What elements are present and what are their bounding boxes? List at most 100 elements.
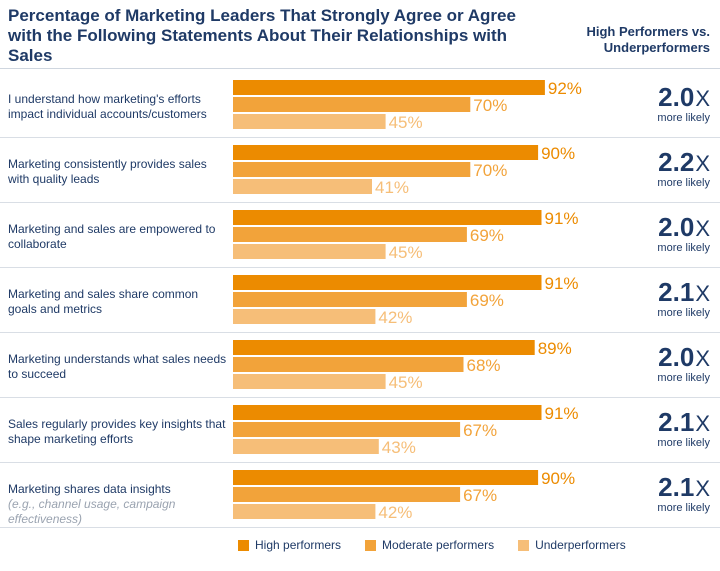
statement-label: Marketing and sales share common goals a… — [8, 287, 228, 317]
statement-text: Marketing understands what sales needs t… — [8, 352, 227, 381]
data-label-under: 41% — [375, 178, 409, 197]
ratio-value: 2.2 — [658, 147, 695, 177]
ratio-value: 2.1 — [658, 472, 695, 502]
ratio-block: 2.1X more likely — [620, 408, 710, 449]
ratio-block: 2.1X more likely — [620, 473, 710, 514]
ratio-suffix: X — [695, 476, 710, 501]
data-label-moderate: 67% — [463, 421, 497, 440]
statement-text: Marketing shares data insights — [8, 482, 171, 496]
ratio-suffix: X — [695, 411, 710, 436]
ratio-block: 2.0X more likely — [620, 213, 710, 254]
chart-row: Marketing consistently provides sales wi… — [0, 142, 720, 206]
ratio-suffix: X — [695, 151, 710, 176]
bar-group: 91% 67% 43% — [233, 404, 579, 457]
bar-high — [233, 210, 542, 225]
data-label-under: 45% — [389, 373, 423, 392]
statement-text: Marketing and sales share common goals a… — [8, 287, 199, 316]
bar-group: 90% 70% 41% — [233, 144, 575, 197]
statement-label: Marketing and sales are empowered to col… — [8, 222, 228, 252]
statement-text: Marketing and sales are empowered to col… — [8, 222, 216, 251]
legend-item-moderate: Moderate performers — [365, 538, 494, 552]
row-divider — [0, 397, 720, 398]
bar-under — [233, 309, 376, 324]
ratio-caption: more likely — [657, 502, 710, 514]
bar-group: 91% 69% 42% — [233, 274, 579, 327]
data-label-moderate: 70% — [473, 96, 507, 115]
bar-group: 90% 67% 42% — [233, 469, 575, 522]
row-divider — [0, 202, 720, 203]
bar-high — [233, 470, 539, 485]
ratio-suffix: X — [695, 346, 710, 371]
chart-row: Marketing understands what sales needs t… — [0, 337, 720, 401]
data-label-high: 91% — [545, 209, 579, 228]
statement-label: Marketing consistently provides sales wi… — [8, 157, 228, 187]
ratio-caption: more likely — [657, 372, 710, 384]
ratio-caption: more likely — [657, 112, 710, 124]
ratio-block: 2.1X more likely — [620, 278, 710, 319]
data-label-high: 89% — [538, 339, 572, 358]
statement-subtext: (e.g., channel usage, campaign effective… — [8, 497, 176, 526]
ratio-value: 2.0 — [658, 342, 695, 372]
ratio-block: 2.0X more likely — [620, 343, 710, 384]
ratio-column-header: High Performers vs. Underperformers — [586, 24, 710, 55]
chart-row: Marketing and sales share common goals a… — [0, 272, 720, 336]
bar-moderate — [233, 162, 471, 177]
bar-under — [233, 244, 386, 259]
data-label-moderate: 67% — [463, 486, 497, 505]
bar-high — [233, 405, 542, 420]
ratio-caption: more likely — [657, 177, 710, 189]
data-label-under: 45% — [389, 113, 423, 132]
bar-high — [233, 340, 535, 355]
statement-label: Sales regularly provides key insights th… — [8, 417, 228, 447]
row-divider — [0, 332, 720, 333]
data-label-high: 90% — [541, 469, 575, 488]
legend: High performers Moderate performers Unde… — [238, 537, 650, 553]
data-label-high: 91% — [545, 404, 579, 423]
ratio-value: 2.0 — [658, 212, 695, 242]
data-label-under: 42% — [378, 503, 412, 522]
legend-label-high: High performers — [255, 538, 342, 552]
chart-row: I understand how marketing's efforts imp… — [0, 77, 720, 141]
chart-row: Sales regularly provides key insights th… — [0, 402, 720, 466]
row-divider — [0, 267, 720, 268]
row-divider — [0, 462, 720, 463]
bar-high — [233, 145, 539, 160]
ratio-value: 2.1 — [658, 407, 695, 437]
bar-moderate — [233, 227, 467, 242]
header-divider — [0, 68, 720, 69]
bar-moderate — [233, 487, 461, 502]
legend-item-under: Underperformers — [518, 538, 626, 552]
data-label-high: 92% — [548, 79, 582, 98]
data-label-moderate: 69% — [470, 291, 504, 310]
ratio-value: 2.0 — [658, 82, 695, 112]
row-divider — [0, 137, 720, 138]
legend-swatch-under — [518, 539, 530, 551]
statement-label: Marketing understands what sales needs t… — [8, 352, 228, 382]
data-label-high: 91% — [545, 274, 579, 293]
chart-row: Marketing shares data insights (e.g., cha… — [0, 467, 720, 531]
legend-label-under: Underperformers — [535, 538, 626, 552]
ratio-caption: more likely — [657, 307, 710, 319]
bar-under — [233, 439, 379, 454]
ratio-suffix: X — [695, 86, 710, 111]
bar-under — [233, 179, 372, 194]
ratio-caption: more likely — [657, 242, 710, 254]
statement-label: I understand how marketing's efforts imp… — [8, 92, 228, 122]
ratio-block: 2.0X more likely — [620, 83, 710, 124]
legend-item-high: High performers — [238, 538, 341, 552]
bar-under — [233, 504, 376, 519]
data-label-under: 45% — [389, 243, 423, 262]
statement-text: Marketing consistently provides sales wi… — [8, 157, 207, 186]
legend-swatch-high — [238, 539, 249, 551]
data-label-moderate: 69% — [470, 226, 504, 245]
chart-row: Marketing and sales are empowered to col… — [0, 207, 720, 271]
ratio-block: 2.2X more likely — [620, 148, 710, 189]
data-label-moderate: 70% — [473, 161, 507, 180]
bar-under — [233, 114, 386, 129]
data-label-moderate: 68% — [467, 356, 501, 375]
ratio-suffix: X — [695, 281, 710, 306]
bar-high — [233, 275, 542, 290]
bar-moderate — [233, 357, 464, 372]
bar-moderate — [233, 292, 467, 307]
data-label-under: 42% — [378, 308, 412, 327]
